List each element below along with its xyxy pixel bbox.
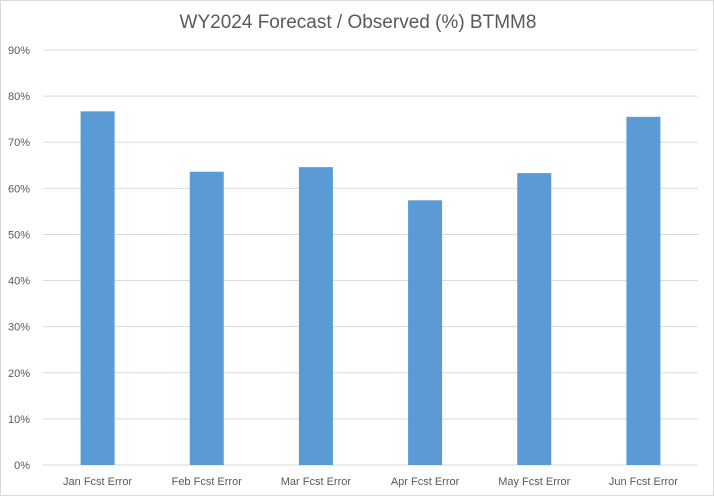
bar-mar-fcst-error: [298, 167, 333, 465]
gridlines: [43, 49, 698, 466]
y-tick-label: 90%: [8, 45, 30, 57]
x-category-label: Jun Fcst Error: [609, 476, 678, 488]
y-tick-label: 70%: [8, 137, 30, 149]
y-tick-label: 40%: [8, 276, 30, 288]
y-tick-label: 60%: [8, 183, 30, 195]
bar-apr-fcst-error: [408, 200, 443, 466]
y-tick-label: 50%: [8, 229, 30, 241]
bar-jan-fcst-error: [80, 111, 115, 466]
x-category-label: Apr Fcst Error: [391, 476, 460, 488]
y-tick-label: 30%: [8, 322, 30, 334]
y-axis-tick-labels: 0% 10% 20% 30% 40% 50% 60% 70% 80% 90%: [8, 45, 30, 472]
x-category-label: Jan Fcst Error: [63, 476, 132, 488]
x-category-label: May Fcst Error: [498, 476, 570, 488]
bars: [80, 111, 661, 466]
y-tick-label: 20%: [8, 368, 30, 380]
chart-title: WY2024 Forecast / Observed (%) BTMM8: [179, 12, 537, 33]
y-tick-label: 10%: [8, 414, 30, 426]
x-category-label: Feb Fcst Error: [172, 476, 243, 488]
y-tick-label: 0%: [14, 460, 30, 472]
bar-may-fcst-error: [517, 173, 552, 465]
bar-jun-fcst-error: [626, 116, 661, 465]
bar-feb-fcst-error: [189, 171, 224, 465]
y-tick-label: 80%: [8, 91, 30, 103]
x-category-label: Mar Fcst Error: [281, 476, 352, 488]
x-axis-category-labels: Jan Fcst Error Feb Fcst Error Mar Fcst Err…: [63, 476, 678, 488]
